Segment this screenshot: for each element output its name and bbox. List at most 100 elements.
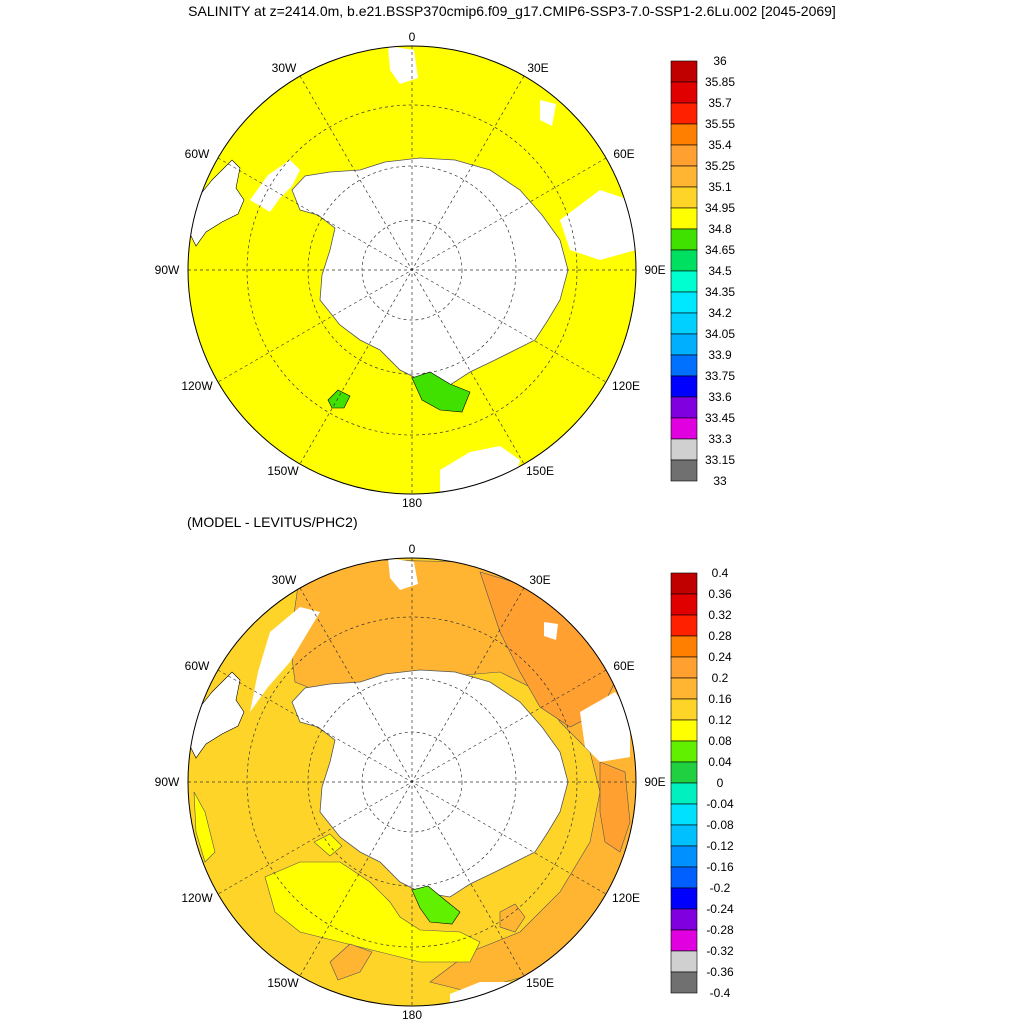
lon-label-90e: 90E: [644, 263, 665, 277]
small-island-1: [544, 622, 558, 640]
lon-label-120w: 120W: [181, 379, 213, 393]
difference-colorbar-swatch-12: [670, 824, 698, 847]
salinity-colorbar: 36 35.85 35.7 35.55 35.4 35.25 35.1 34.95 34.8 34…: [670, 54, 735, 488]
anomaly-band-012-west: [193, 791, 216, 863]
difference-polar-map: 0 30E 60E 90E 120E 150E 180 150W 120W 90…: [155, 542, 734, 1022]
difference-colorbar-swatch-17: [670, 929, 698, 952]
lon-label-120e: 120E: [612, 891, 640, 905]
difference-colorbar-label-13: -0.12: [706, 839, 734, 853]
salinity-colorbar-label-2: 35.7: [708, 96, 732, 110]
africa-land: [388, 46, 418, 84]
salinity-colorbar-swatch-1: [670, 81, 698, 104]
difference-colorbar-swatch-18: [670, 950, 698, 973]
difference-colorbar-label-6: 0.16: [708, 692, 732, 706]
difference-colorbar-label-17: -0.28: [706, 923, 734, 937]
anomaly-band-012: [264, 861, 481, 963]
figure-title: SALINITY at z=2414.0m, b.e21.BSSP370cmip…: [188, 3, 836, 19]
lon-label-60w: 60W: [185, 659, 210, 673]
lon-label-90w: 90W: [155, 775, 180, 789]
difference-colorbar-label-19: -0.36: [706, 965, 734, 979]
anomaly-band-012-small: [313, 833, 343, 857]
lon-label-60e: 60E: [613, 659, 634, 673]
salinity-colorbar-swatch-19: [670, 459, 698, 482]
map-border: [187, 45, 637, 495]
antarctic-peninsula-land: [250, 607, 320, 712]
difference-colorbar-swatch-3: [670, 635, 698, 658]
lon-label-0: 0: [409, 30, 416, 44]
lon-label-30w: 30W: [272, 573, 297, 587]
salinity-colorbar-swatch-14: [670, 354, 698, 377]
salinity-colorbar-label-8: 34.8: [708, 222, 732, 236]
green-anomaly-ross: [411, 885, 461, 925]
lon-label-60w: 60W: [185, 147, 210, 161]
salinity-colorbar-label-3: 35.55: [705, 117, 735, 131]
difference-colorbar-label-16: -0.24: [706, 902, 734, 916]
difference-colorbar-label-7: 0.12: [708, 713, 732, 727]
indian-ridge-land: [580, 692, 630, 762]
difference-colorbar: 0.4 0.36 0.32 0.28 0.24 0.2 0.16 0.12 0.08 0.04 0 -…: [670, 566, 734, 1000]
difference-colorbar-label-10: 0: [717, 776, 724, 790]
difference-colorbar-swatch-6: [670, 698, 698, 721]
salinity-colorbar-label-13: 34.05: [705, 327, 735, 341]
difference-colorbar-label-2: 0.32: [708, 608, 732, 622]
salinity-colorbar-label-18: 33.3: [708, 432, 732, 446]
difference-colorbar-swatch-5: [670, 677, 698, 700]
difference-colorbar-label-12: -0.08: [706, 818, 734, 832]
salinity-colorbar-label-0: 36: [713, 54, 727, 68]
salinity-colorbar-swatch-7: [670, 207, 698, 230]
salinity-colorbar-swatch-17: [670, 417, 698, 440]
difference-colorbar-swatch-11: [670, 803, 698, 826]
difference-colorbar-label-3: 0.28: [708, 629, 732, 643]
difference-colorbar-swatch-19: [670, 971, 698, 994]
difference-colorbar-label-15: -0.2: [710, 881, 731, 895]
salinity-colorbar-label-11: 34.35: [705, 285, 735, 299]
lon-label-120e: 120E: [612, 379, 640, 393]
salinity-colorbar-swatch-4: [670, 144, 698, 167]
salinity-colorbar-swatch-18: [670, 438, 698, 461]
difference-colorbar-label-9: 0.04: [708, 755, 732, 769]
difference-colorbar-swatch-16: [670, 908, 698, 931]
difference-colorbar-swatch-14: [670, 866, 698, 889]
difference-colorbar-label-11: -0.04: [706, 797, 734, 811]
lon-label-0: 0: [409, 542, 416, 556]
salinity-colorbar-swatch-13: [670, 333, 698, 356]
lon-label-90w: 90W: [155, 263, 180, 277]
anomaly-band-024-east: [599, 761, 631, 853]
lon-label-90e: 90E: [644, 775, 665, 789]
lon-label-150w: 150W: [267, 976, 299, 990]
difference-colorbar-label-5: 0.2: [712, 671, 729, 685]
difference-map-panel: 0 30E 60E 90E 120E 150E 180 150W 120W 90…: [0, 512, 1024, 1024]
difference-colorbar-swatch-4: [670, 656, 698, 679]
salinity-colorbar-swatch-16: [670, 396, 698, 419]
difference-colorbar-swatch-1: [670, 593, 698, 616]
salinity-colorbar-label-5: 35.25: [705, 159, 735, 173]
salinity-colorbar-swatch-5: [670, 165, 698, 188]
salinity-colorbar-label-10: 34.5: [708, 264, 732, 278]
salinity-colorbar-label-4: 35.4: [708, 138, 732, 152]
salinity-colorbar-label-20: 33: [713, 474, 727, 488]
salinity-map-panel: 0 30E 60E 90E 120E 150E 180 150W 120W 90…: [0, 0, 1024, 512]
map-border: [187, 557, 637, 1007]
salinity-colorbar-swatch-15: [670, 375, 698, 398]
salinity-colorbar-label-15: 33.75: [705, 369, 735, 383]
difference-colorbar-swatch-9: [670, 761, 698, 784]
lon-label-150e: 150E: [526, 464, 554, 478]
salinity-colorbar-label-9: 34.65: [705, 243, 735, 257]
lon-label-150w: 150W: [267, 464, 299, 478]
difference-colorbar-swatch-2: [670, 614, 698, 637]
anomaly-pocket-east: [499, 903, 526, 933]
salinity-colorbar-label-19: 33.15: [705, 453, 735, 467]
difference-subtitle: (MODEL - LEVITUS/PHC2): [187, 514, 358, 530]
difference-colorbar-label-8: 0.08: [708, 734, 732, 748]
lon-label-30e: 30E: [527, 61, 548, 75]
lon-label-150e: 150E: [526, 976, 554, 990]
salinity-colorbar-label-14: 33.9: [708, 348, 732, 362]
difference-colorbar-swatch-15: [670, 887, 698, 910]
salinity-colorbar-swatch-3: [670, 123, 698, 146]
africa-land: [388, 558, 418, 590]
salinity-colorbar-swatch-8: [670, 228, 698, 251]
difference-colorbar-swatch-13: [670, 845, 698, 868]
difference-colorbar-label-1: 0.36: [708, 587, 732, 601]
salinity-colorbar-swatch-11: [670, 291, 698, 314]
lon-label-180: 180: [402, 496, 422, 510]
